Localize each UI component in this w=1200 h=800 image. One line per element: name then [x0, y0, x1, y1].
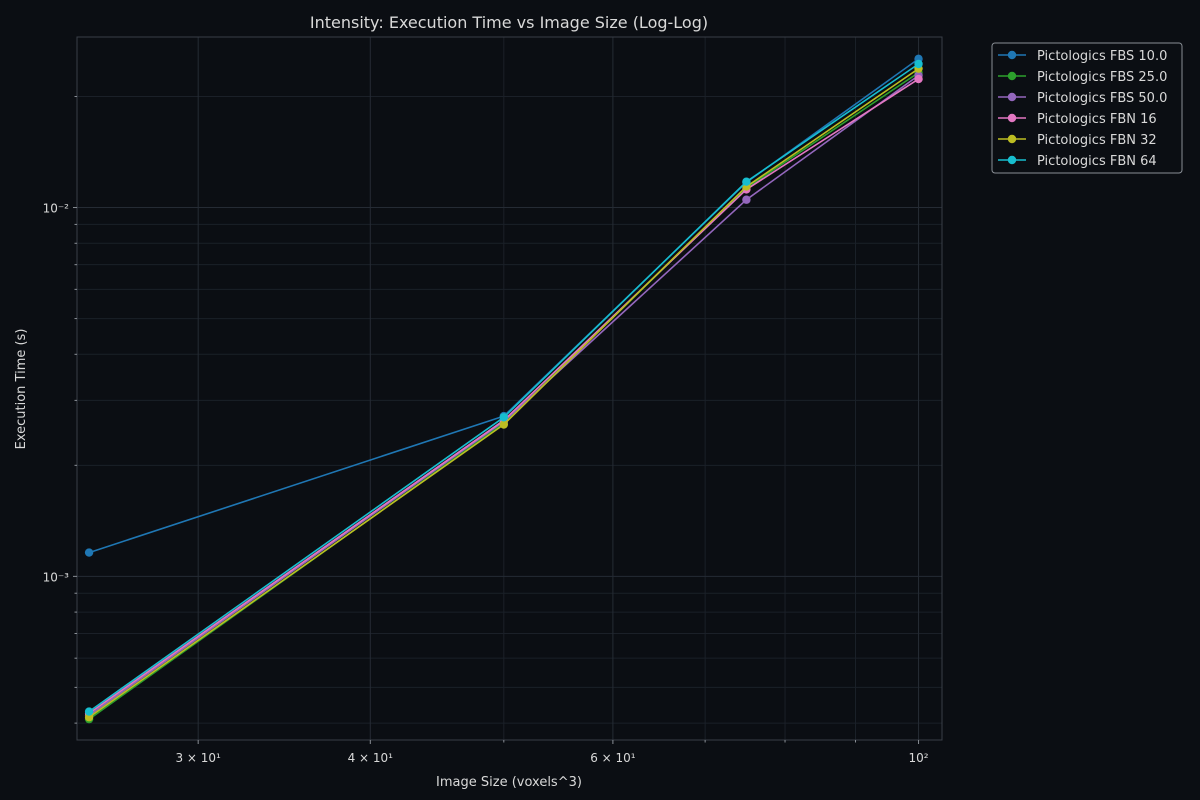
- data-point: [499, 413, 509, 422]
- legend-marker: [1007, 134, 1017, 144]
- legend-marker: [1007, 113, 1017, 123]
- series-line: [88, 68, 919, 718]
- legend-label: Pictologics FBS 10.0: [1037, 49, 1167, 64]
- data-point: [84, 707, 94, 716]
- y-axis-label: Execution Time (s): [14, 329, 29, 450]
- data-point: [499, 420, 509, 429]
- legend-label: Pictologics FBN 64: [1037, 154, 1157, 169]
- ticks-layer: 3 × 10¹ 4 × 10¹ 6 × 10¹ 10² 10⁻³ 10⁻²: [43, 96, 929, 765]
- x-tick-label: 6 × 10¹: [590, 751, 636, 765]
- legend-label: Pictologics FBN 32: [1037, 133, 1157, 148]
- series-line: [88, 74, 919, 716]
- legend-label: Pictologics FBN 16: [1037, 112, 1157, 127]
- data-point: [84, 548, 94, 557]
- data-point: [742, 177, 751, 186]
- data-point: [914, 59, 923, 69]
- legend-marker: [1007, 92, 1017, 102]
- legend-label: Pictologics FBS 25.0: [1037, 70, 1167, 85]
- x-tick-label: 3 × 10¹: [175, 751, 221, 765]
- x-tick-label: 4 × 10¹: [348, 751, 394, 765]
- y-tick-label: 10⁻³: [43, 570, 70, 584]
- y-tick-label: 10⁻²: [43, 202, 70, 216]
- legend: Pictologics FBS 10.0 Pictologics FBS 25.0…: [991, 42, 1183, 174]
- legend-box: [991, 42, 1183, 174]
- data-point: [914, 74, 923, 84]
- series-layer: [84, 54, 923, 724]
- x-axis-label: Image Size (voxels^3): [436, 775, 582, 790]
- series-group: [84, 59, 923, 716]
- series-group: [84, 64, 923, 722]
- x-tick-label: 10²: [908, 751, 928, 765]
- plot-frame: [76, 36, 943, 741]
- data-point: [742, 195, 751, 204]
- series-line: [88, 63, 919, 713]
- legend-marker: [1007, 71, 1017, 81]
- chart-title: Intensity: Execution Time vs Image Size …: [310, 13, 708, 32]
- legend-marker: [1007, 50, 1017, 60]
- legend-label: Pictologics FBS 50.0: [1037, 91, 1167, 106]
- legend-marker: [1007, 155, 1017, 165]
